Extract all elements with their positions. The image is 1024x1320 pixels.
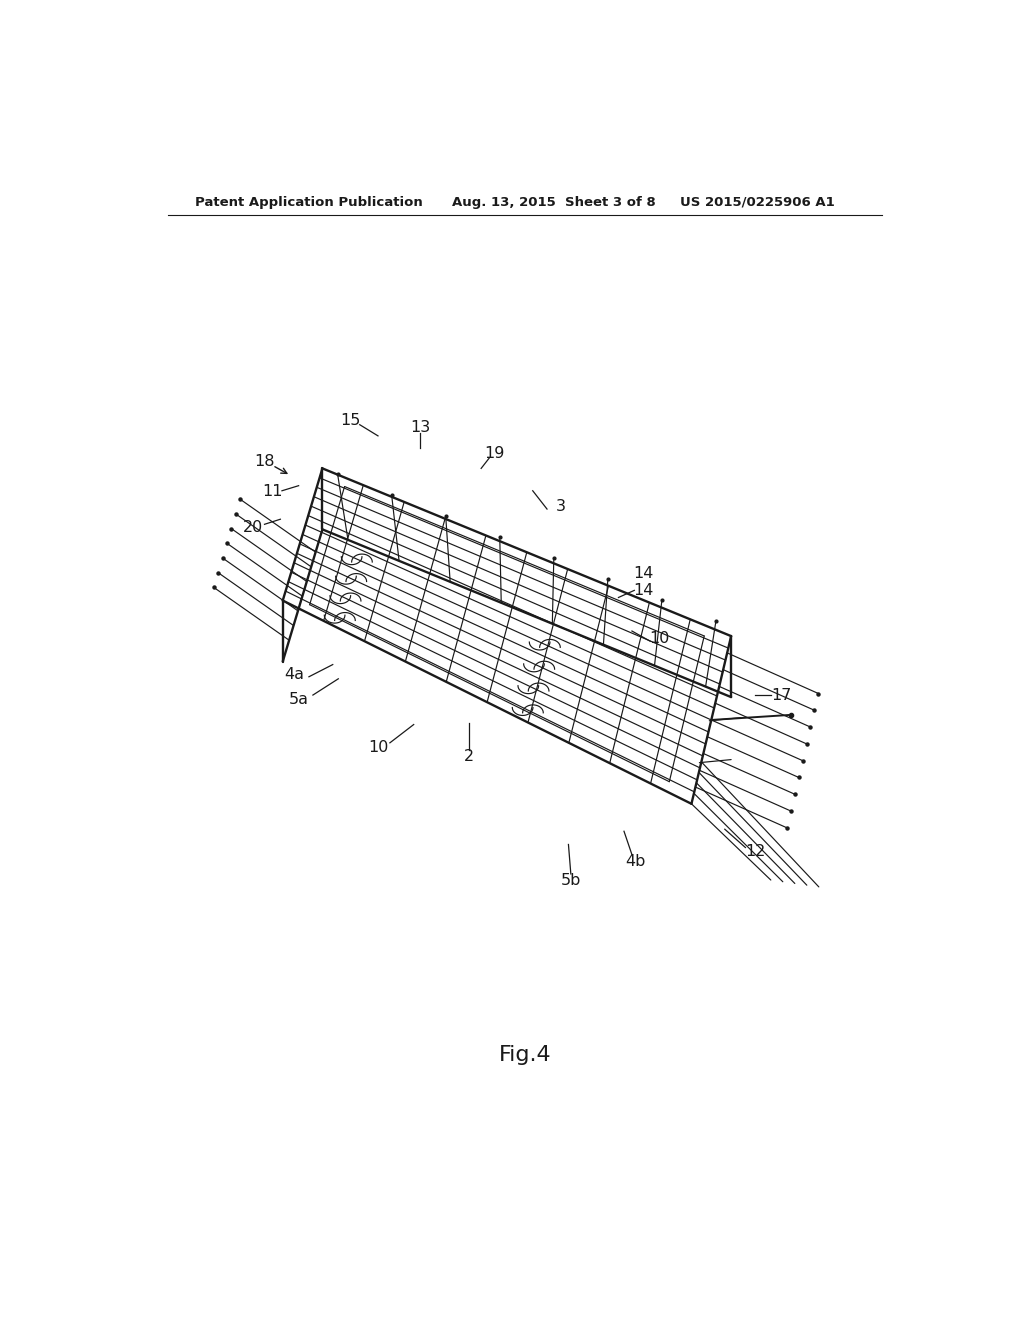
Text: 4a: 4a xyxy=(285,667,305,682)
Text: 11: 11 xyxy=(262,484,283,499)
Text: 15: 15 xyxy=(340,413,360,428)
Text: Fig.4: Fig.4 xyxy=(499,1045,551,1065)
Text: 3: 3 xyxy=(555,499,565,513)
Text: 2: 2 xyxy=(464,748,474,763)
Text: 13: 13 xyxy=(410,420,430,436)
Text: Aug. 13, 2015  Sheet 3 of 8: Aug. 13, 2015 Sheet 3 of 8 xyxy=(452,195,655,209)
Text: 10: 10 xyxy=(649,631,670,645)
Text: 20: 20 xyxy=(244,520,263,535)
Text: 14: 14 xyxy=(634,565,654,581)
Text: Patent Application Publication: Patent Application Publication xyxy=(196,195,423,209)
Text: 14: 14 xyxy=(634,583,654,598)
Text: 19: 19 xyxy=(484,446,505,461)
Text: 18: 18 xyxy=(254,454,274,469)
Text: 12: 12 xyxy=(744,843,765,859)
Text: 4b: 4b xyxy=(626,854,646,870)
Text: US 2015/0225906 A1: US 2015/0225906 A1 xyxy=(680,195,835,209)
Text: 5a: 5a xyxy=(289,692,308,706)
Text: 17: 17 xyxy=(771,688,792,702)
Text: 5b: 5b xyxy=(561,873,581,887)
Text: 10: 10 xyxy=(368,741,388,755)
